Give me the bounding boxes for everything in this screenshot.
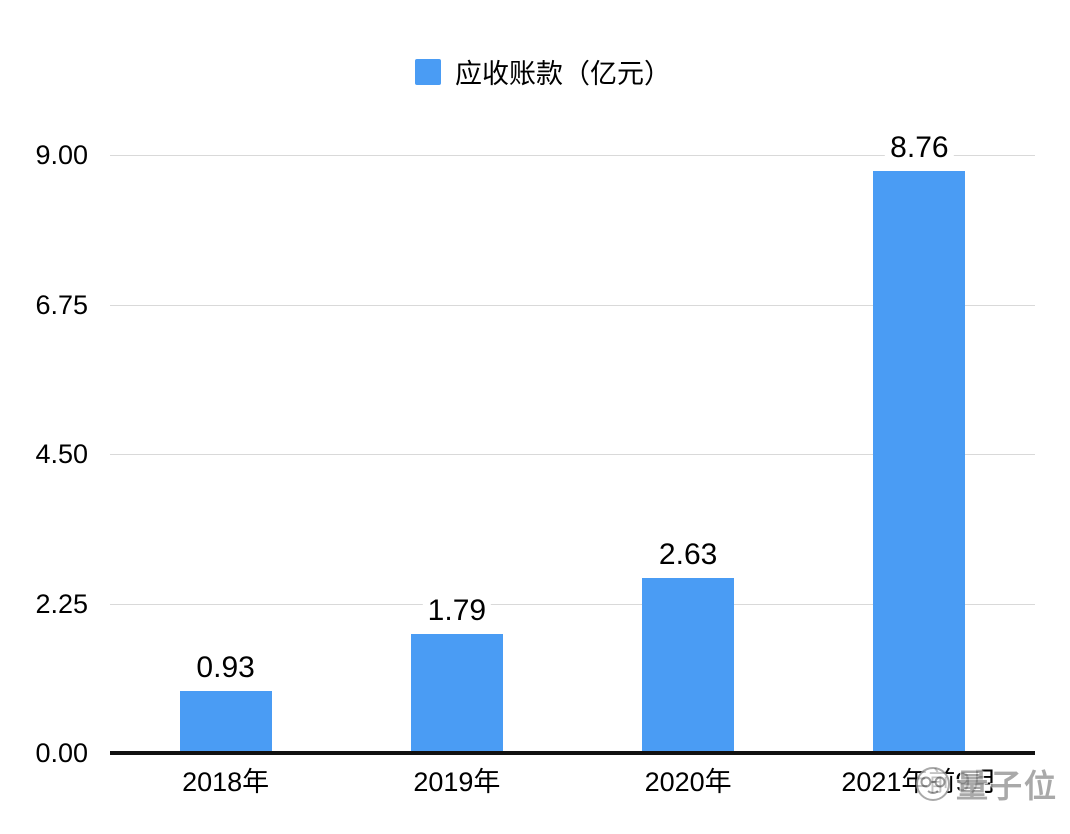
y-tick-label: 4.50 <box>35 439 88 469</box>
bar-value-label: 0.93 <box>191 651 260 686</box>
x-axis-line <box>110 751 1035 755</box>
gridline <box>110 603 1035 605</box>
qbitai-face-icon <box>912 763 954 805</box>
bar <box>410 634 503 753</box>
bar <box>642 578 735 753</box>
bar <box>873 170 966 753</box>
x-tick-label: 2020年 <box>644 767 732 797</box>
x-tick-label: 2018年 <box>182 767 270 797</box>
bar-value-label: 2.63 <box>653 538 723 573</box>
y-tick-label: 9.00 <box>35 140 88 170</box>
bar-value-label: 1.79 <box>422 594 492 629</box>
y-tick-label: 0.00 <box>35 738 88 768</box>
bar-value-label: 8.76 <box>885 130 954 165</box>
legend-label: 应收账款（亿元） <box>455 59 671 89</box>
gridline <box>110 304 1035 306</box>
x-tick-label: 2019年 <box>413 767 501 797</box>
chart-legend: 应收账款（亿元） <box>415 52 671 91</box>
bar <box>179 691 272 753</box>
watermark: 量子位 <box>912 761 1058 807</box>
gridline <box>110 155 1035 156</box>
gridline <box>110 454 1035 455</box>
y-tick-label: 6.75 <box>35 289 88 320</box>
watermark-text: 量子位 <box>956 768 1059 804</box>
y-tick-label: 2.25 <box>35 588 88 619</box>
legend-swatch-icon <box>415 58 441 85</box>
